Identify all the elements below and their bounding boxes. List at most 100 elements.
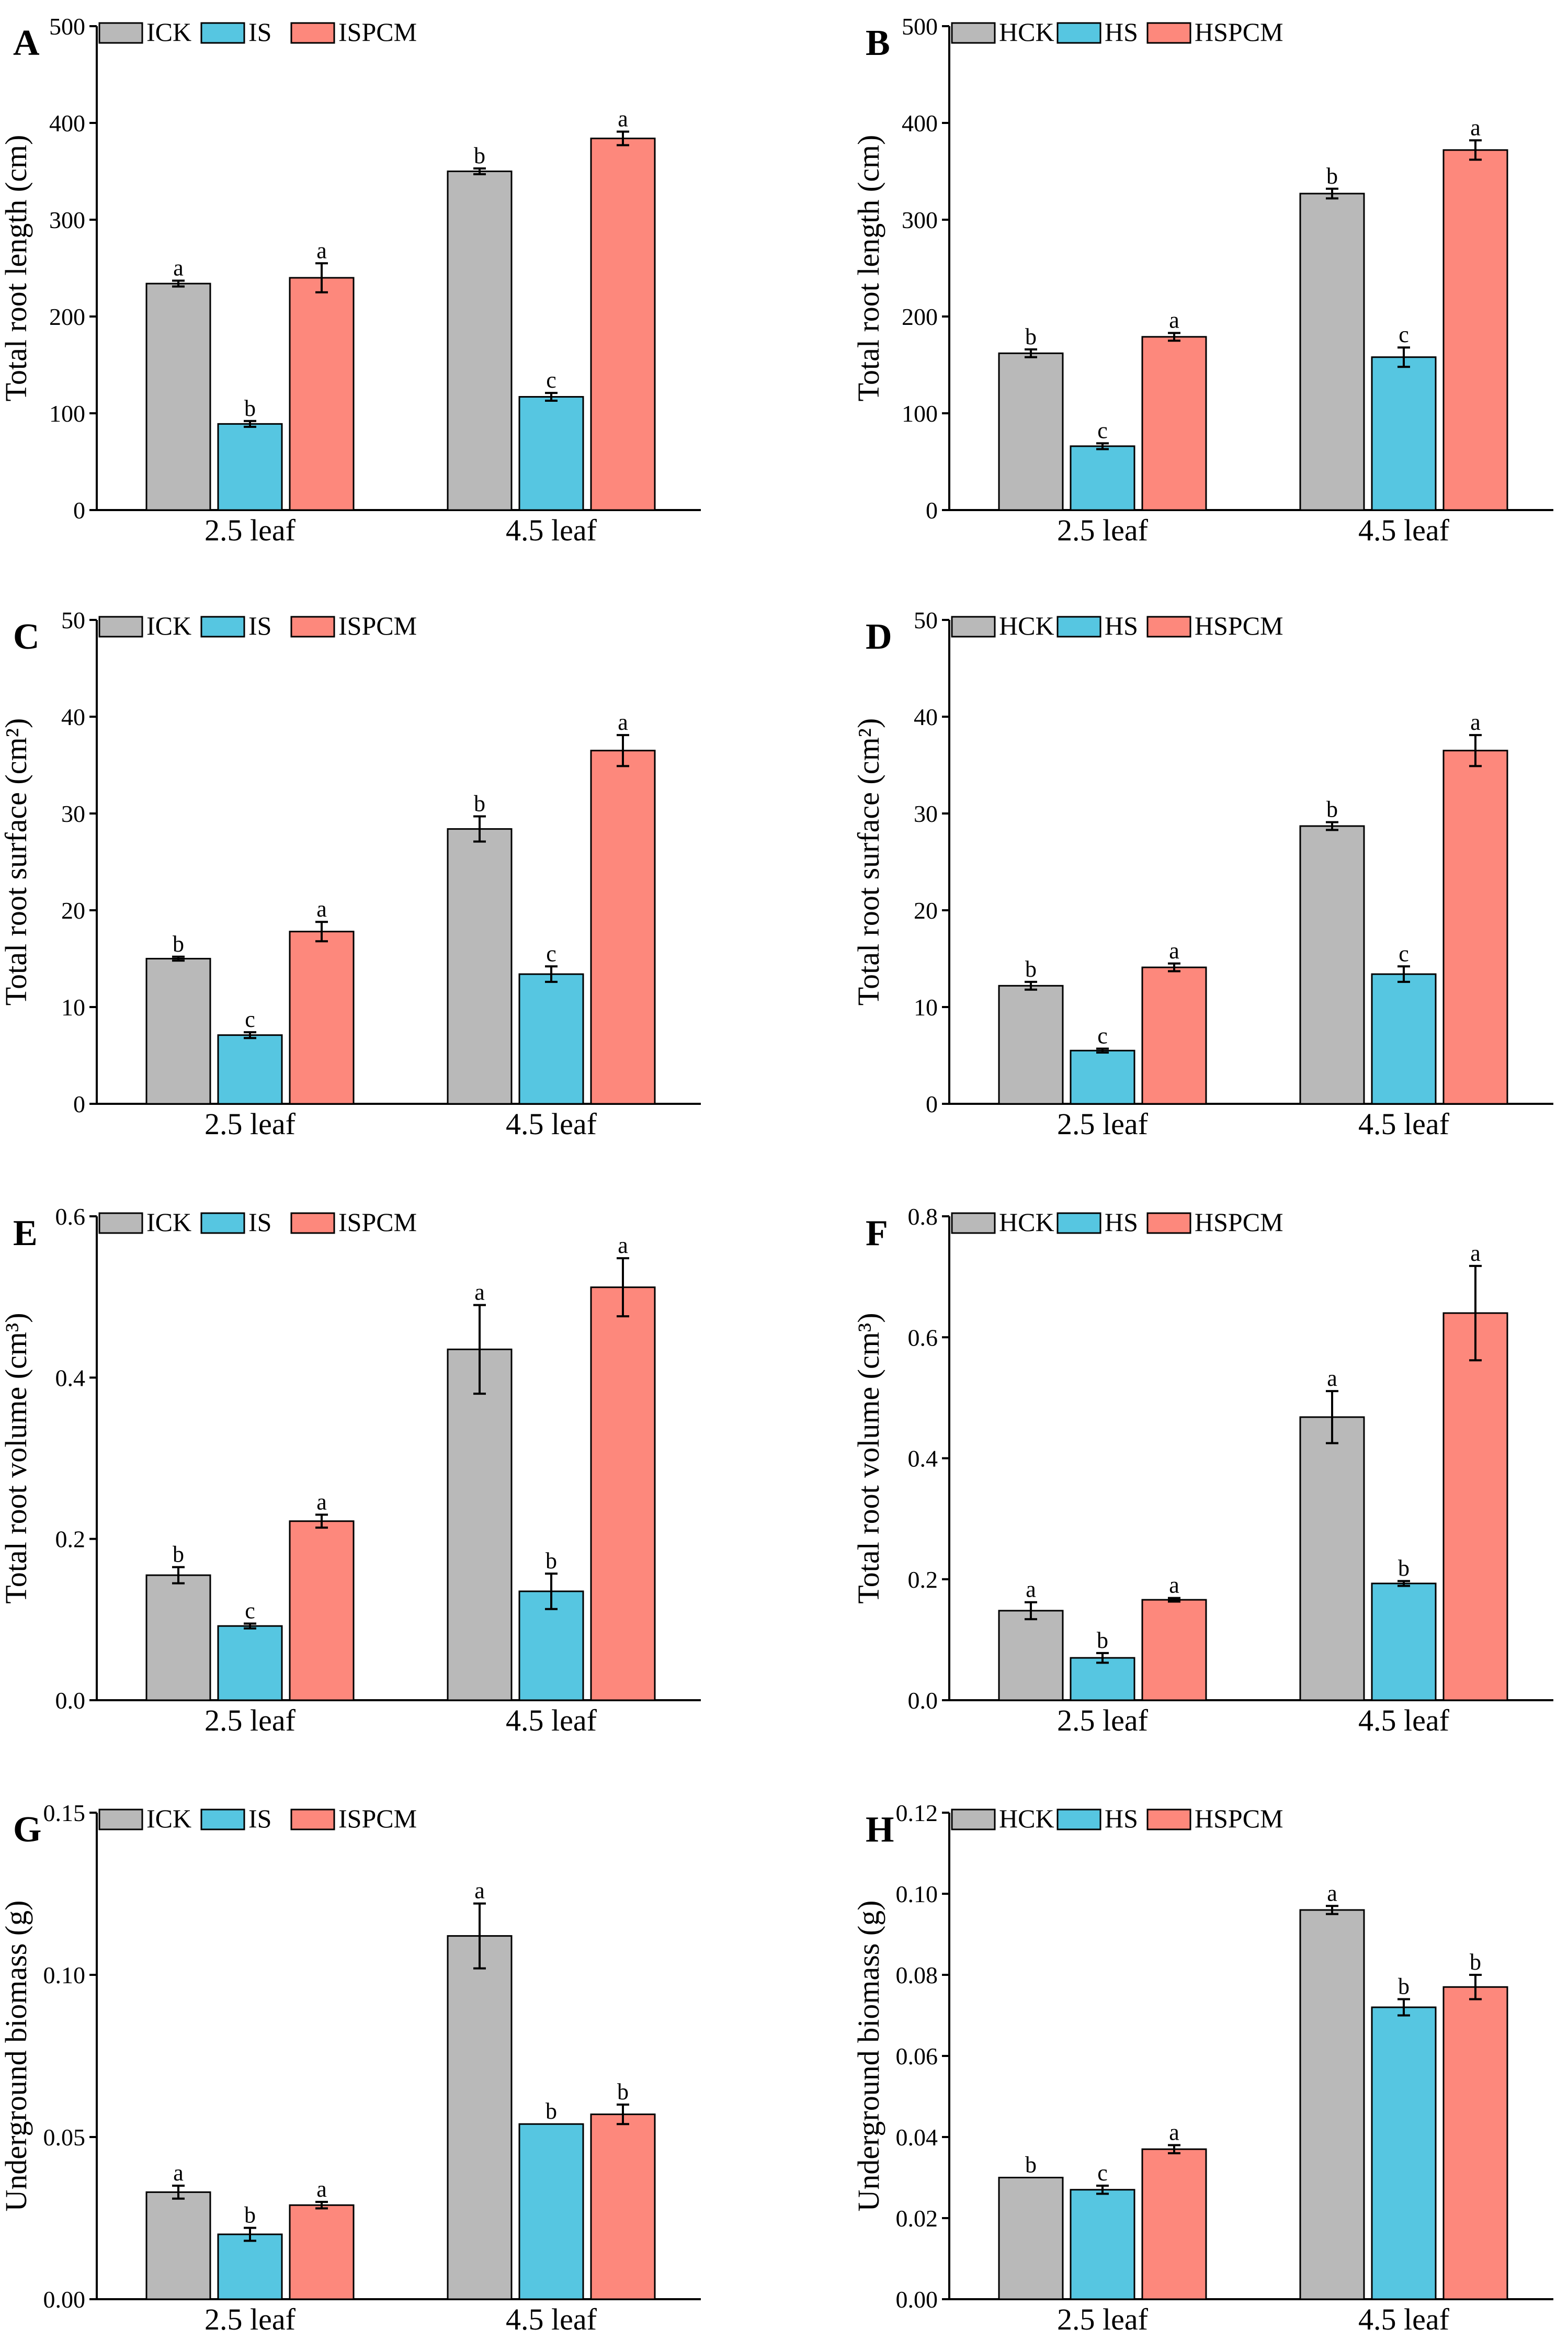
chart-panel-e: E 0.0 0.2 0.4 0.6 Total root volume (cm³) b c a 2… — [0, 1203, 701, 1737]
significance-letter-b: a — [1470, 115, 1481, 140]
bar-c-is-4-5-leaf — [518, 973, 584, 1105]
bar-b-hs-4-5-leaf — [1371, 356, 1437, 511]
bar-d-hspcm-2-5-leaf — [1141, 966, 1207, 1105]
y-tick-label-a: 0 — [73, 497, 85, 524]
y-tick-label-g: 0.00 — [43, 2286, 86, 2313]
y-tick-label-h: 0.02 — [896, 2205, 938, 2232]
x-category-label-b: 4.5 leaf — [1358, 513, 1450, 547]
y-axis-title-c: Total root surface (cm²) — [0, 718, 33, 1006]
y-tick-label-f: 0.0 — [908, 1687, 938, 1714]
legend-b: HCK HS HSPCM — [951, 17, 1283, 47]
legend-label-ispcm: ISPCM — [338, 611, 417, 640]
error-bar-d — [1326, 821, 1338, 831]
y-tick-label-g: 0.05 — [43, 2124, 86, 2151]
y-tick-label-f: 0.4 — [908, 1445, 938, 1472]
significance-letter-a: c — [546, 367, 556, 393]
bar-b-hspcm-4-5-leaf — [1442, 149, 1508, 511]
error-bar-g — [172, 2185, 185, 2200]
y-tick-label-c: 40 — [61, 704, 85, 730]
error-bar-d — [1397, 965, 1410, 983]
chart-panel-h: H 0.00 0.02 0.04 0.06 0.08 0.10 0.12 Underground… — [851, 1800, 1553, 2336]
y-tick-label-e: 0.2 — [55, 1526, 86, 1553]
chart-panel-g: G 0.00 0.05 0.10 0.15 Underground biomass (g)… — [0, 1800, 701, 2336]
legend-label-hs: HS — [1105, 1804, 1138, 1833]
bar-g-is-4-5-leaf — [518, 2123, 584, 2300]
legend-d: HCK HS HSPCM — [951, 611, 1283, 640]
y-tick-label-d: 0 — [926, 1091, 938, 1117]
significance-letter-g: b — [546, 2098, 557, 2124]
significance-letter-e: a — [618, 1233, 628, 1258]
x-category-label-c: 2.5 leaf — [204, 1107, 296, 1141]
x-category-label-g: 2.5 leaf — [204, 2302, 296, 2336]
legend-swatch-ick — [98, 1212, 143, 1234]
bar-a-is-4-5-leaf — [518, 396, 584, 511]
legend-label-hs: HS — [1105, 611, 1138, 640]
x-category-label-d: 4.5 leaf — [1358, 1107, 1450, 1141]
error-bar-e — [315, 1513, 328, 1529]
bar-c-is-2-5-leaf — [217, 1034, 283, 1105]
significance-letter-c: b — [173, 931, 184, 957]
y-tick-label-b: 500 — [902, 13, 938, 40]
bar-f-hspcm-2-5-leaf — [1141, 1599, 1207, 1701]
bar-h-hs-2-5-leaf — [1070, 2189, 1135, 2300]
bar-h-hs-4-5-leaf — [1371, 2006, 1437, 2300]
legend-swatch-is — [200, 616, 245, 638]
significance-letter-c: c — [245, 1007, 255, 1032]
chart-panel-f: F 0.0 0.2 0.4 0.6 0.8 Total root volume (cm³) a… — [851, 1203, 1553, 1737]
y-tick-label-h: 0.08 — [896, 1962, 938, 1988]
significance-letter-a: b — [474, 143, 485, 168]
bar-f-hck-4-5-leaf — [1299, 1416, 1365, 1701]
legend-label-is: IS — [248, 1804, 271, 1833]
error-bar-c — [315, 921, 328, 943]
x-category-label-a: 4.5 leaf — [506, 513, 597, 547]
bar-a-ick-4-5-leaf — [447, 171, 513, 511]
legend-a: ICK IS ISPCM — [98, 17, 417, 47]
y-tick-label-h: 0.00 — [896, 2286, 938, 2313]
error-bar-b — [1326, 187, 1338, 200]
error-bar-c — [617, 734, 629, 767]
y-tick-label-d: 20 — [914, 897, 938, 924]
error-bar-c — [473, 815, 486, 843]
error-bar-g — [315, 2201, 328, 2210]
significance-letter-g: a — [474, 1878, 485, 1904]
bar-b-hck-4-5-leaf — [1299, 193, 1365, 511]
error-bar-a — [244, 420, 256, 428]
legend-swatch-hs — [1056, 1808, 1101, 1830]
x-category-label-h: 2.5 leaf — [1057, 2302, 1149, 2336]
legend-swatch-ispcm — [290, 1808, 335, 1830]
panel-label-d: D — [866, 617, 892, 657]
legend-e: ICK IS ISPCM — [98, 1207, 417, 1237]
error-bar-f — [1326, 1390, 1338, 1444]
y-tick-label-d: 50 — [914, 607, 938, 634]
legend-swatch-hspcm — [1146, 1808, 1191, 1830]
significance-letter-e: b — [173, 1542, 184, 1567]
bar-e-ick-2-5-leaf — [145, 1574, 211, 1701]
significance-letter-b: c — [1399, 322, 1409, 347]
legend-label-ick: ICK — [146, 1207, 191, 1237]
significance-letter-f: a — [1026, 1577, 1036, 1602]
legend-swatch-hs — [1056, 1212, 1101, 1234]
bar-d-hck-4-5-leaf — [1299, 825, 1365, 1105]
panel-label-f: F — [866, 1213, 888, 1253]
y-axis-title-h: Underground biomass (g) — [851, 1901, 885, 2212]
significance-letter-d: c — [1399, 941, 1409, 966]
legend-swatch-hs — [1056, 22, 1101, 44]
legend-label-hspcm: HSPCM — [1195, 17, 1283, 47]
significance-letter-f: a — [1470, 1240, 1481, 1266]
bar-d-hck-2-5-leaf — [998, 985, 1064, 1105]
error-bar-f — [1469, 1264, 1482, 1362]
error-bar-d — [1025, 980, 1037, 991]
y-tick-label-h: 0.10 — [896, 1881, 938, 1907]
significance-letter-h: b — [1025, 2152, 1037, 2178]
legend-swatch-ick — [98, 22, 143, 44]
significance-letter-f: a — [1327, 1365, 1337, 1391]
significance-letter-a: a — [618, 106, 628, 132]
panel-label-h: H — [866, 1810, 894, 1850]
error-bar-a — [617, 130, 629, 146]
x-category-label-a: 2.5 leaf — [204, 513, 296, 547]
chart-panel-c: C 0 10 20 30 40 50 Total root surface (cm²) b c a 2… — [0, 607, 701, 1141]
legend-label-ick: ICK — [146, 1804, 191, 1833]
bar-a-is-2-5-leaf — [217, 423, 283, 511]
y-tick-label-c: 50 — [61, 607, 85, 634]
